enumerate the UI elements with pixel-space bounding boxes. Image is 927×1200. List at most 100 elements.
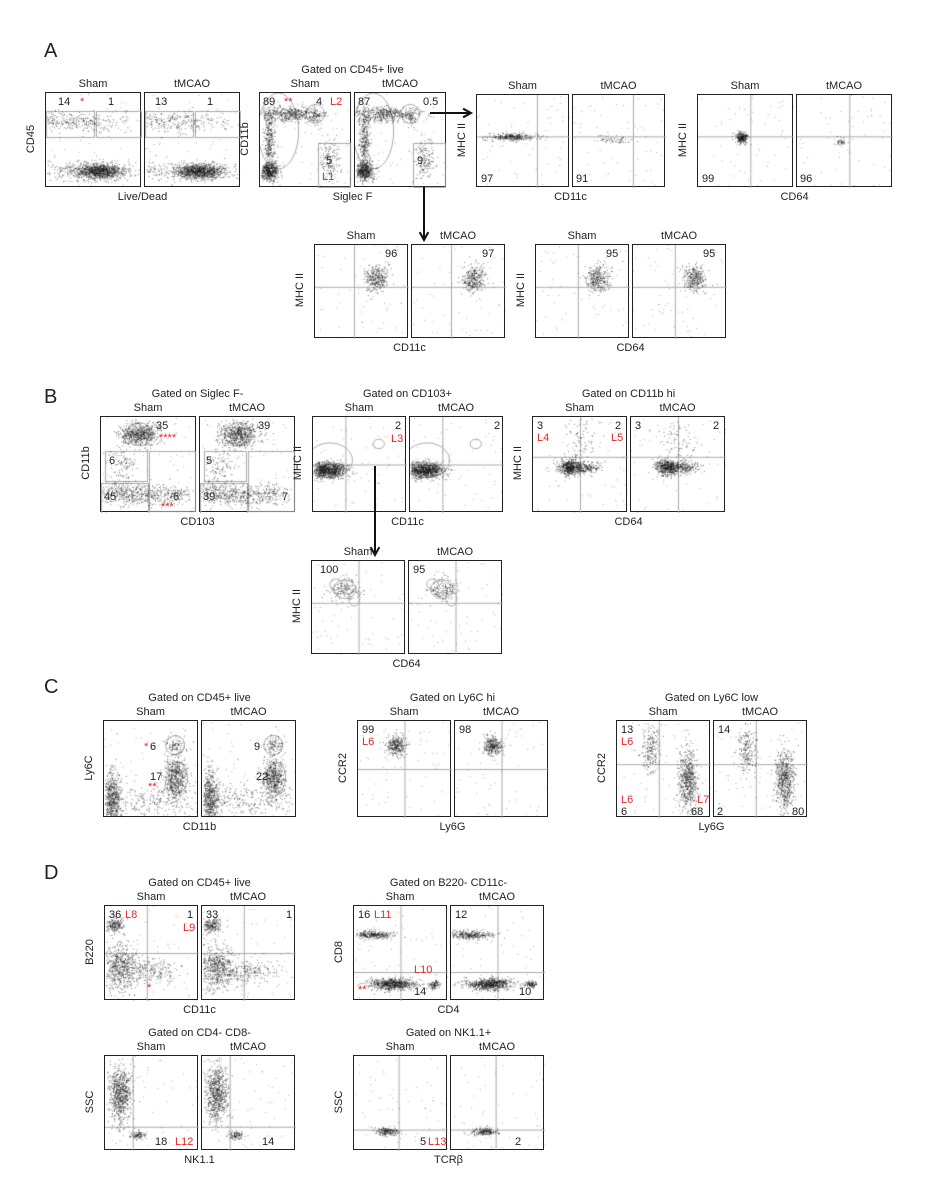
scatter-density: [410, 417, 504, 513]
gate-title: Gated on CD4- CD8-: [148, 1027, 251, 1039]
gate-percentage: 2: [494, 420, 501, 432]
flow-plot-tmcao: 13 1: [144, 92, 241, 188]
gate-percentage: 2: [515, 1136, 522, 1148]
gate-percentage: 18: [155, 1136, 168, 1148]
condition-label: tMCAO: [482, 706, 520, 718]
condition-label: Sham: [78, 78, 108, 90]
gate-percentage: 39: [258, 420, 271, 432]
highlight-annotation: L10: [414, 964, 433, 976]
y-axis-label: SSC: [333, 1090, 345, 1113]
flow-plot-sham: 96: [314, 244, 409, 339]
flow-plot-tmcao: 39 5 39 7: [199, 416, 296, 513]
gate-percentage: 16: [358, 909, 371, 921]
flow-plot-sham: 14 * 1: [45, 92, 142, 188]
gate-percentage: 6: [109, 455, 116, 467]
gate-percentage: 87: [358, 96, 371, 108]
scatter-density: [358, 721, 452, 818]
flow-plot-sham: 16 L11 L10 ** 14: [353, 905, 448, 1001]
y-axis-label: CCR2: [596, 752, 608, 783]
flow-plot-sham: 3 L4 2 L5: [532, 416, 628, 513]
flow-plot-tmcao: 33 1: [201, 905, 296, 1001]
y-axis-label: CD45: [25, 124, 37, 153]
scatter-density: [536, 245, 630, 339]
gate-percentage: 45: [104, 491, 117, 503]
scatter-density: [451, 1056, 545, 1151]
flow-plot-tmcao: 98: [454, 720, 549, 818]
condition-label: tMCAO: [230, 706, 267, 718]
scatter-density: [105, 1056, 199, 1151]
panel-letter: B: [44, 386, 58, 408]
gate-percentage: 98: [459, 724, 472, 736]
x-axis-label: CD4: [437, 1004, 460, 1016]
highlight-annotation: L9: [183, 922, 196, 934]
gate-percentage: 9: [254, 741, 261, 753]
y-axis-label: MHC II: [677, 122, 689, 157]
gate-percentage: 5: [420, 1136, 427, 1148]
flow-plot-sham: 5 L13: [353, 1055, 448, 1151]
condition-label: Sham: [567, 230, 597, 242]
gate-percentage: 1: [187, 909, 194, 921]
flow-plot-sham: 2 L3: [312, 416, 407, 513]
highlight-annotation: *: [147, 982, 152, 994]
y-axis-label: MHC II: [292, 445, 304, 481]
flow-plot-tmcao: 2: [450, 1055, 545, 1151]
flow-plot-tmcao: 97: [411, 244, 506, 339]
gate-percentage: 7: [282, 491, 289, 503]
highlight-annotation: L13: [428, 1136, 447, 1148]
flow-plot-tmcao: 9 22: [201, 720, 297, 818]
x-axis-label: TCRβ: [434, 1154, 463, 1166]
gate-percentage: 35: [156, 420, 169, 432]
y-axis-label: MHC II: [515, 272, 527, 308]
gate-percentage: 3: [635, 420, 642, 432]
flow-plot-tmcao: 95: [632, 244, 727, 339]
condition-label: Sham: [648, 706, 678, 718]
condition-label: Sham: [136, 706, 165, 718]
condition-label: Sham: [133, 402, 163, 414]
gate-percentage: 10: [519, 986, 532, 998]
x-axis-label: CD103: [180, 516, 215, 528]
condition-label: tMCAO: [436, 546, 474, 558]
flow-plot-tmcao: 14 2 80: [713, 720, 808, 818]
highlight-annotation: L8: [125, 909, 138, 921]
highlight-annotation: L6: [621, 794, 634, 806]
scatter-density: [573, 95, 666, 188]
gate-percentage: 68: [691, 806, 704, 818]
highlight-annotation: L4: [537, 432, 550, 444]
gate-percentage: 96: [800, 173, 813, 185]
gate-percentage: 100: [320, 564, 339, 576]
flow-plot-sham: 95: [535, 244, 630, 339]
flow-plot-tmcao: 96: [796, 94, 893, 188]
gate-percentage: 3: [537, 420, 544, 432]
y-axis-label: MHC II: [294, 272, 306, 308]
gate-percentage: 95: [606, 248, 619, 260]
gate-title: Gated on CD11b hi: [581, 388, 676, 400]
highlight-annotation: L1: [322, 171, 335, 183]
highlight-annotation: **: [148, 781, 157, 793]
gate-percentage: 99: [362, 724, 375, 736]
highlight-annotation: L7: [697, 794, 710, 806]
condition-label: tMCAO: [229, 891, 267, 903]
flow-plot-tmcao: 87 0.5 9: [354, 92, 447, 188]
highlight-annotation: ****: [159, 432, 177, 444]
flow-plot-sham: 13 L6 L6 6 L7 68: [616, 720, 711, 818]
y-axis-label: MHC II: [456, 122, 468, 157]
y-axis-label: MHC II: [512, 445, 524, 481]
gate-percentage: 6: [621, 806, 628, 818]
condition-label: Sham: [290, 78, 320, 90]
scatter-density: [104, 721, 199, 818]
x-axis-label: CD64: [614, 516, 643, 528]
flow-plot-tmcao: 12 10: [450, 905, 545, 1001]
panel-letter: A: [44, 40, 58, 62]
scatter-density: [698, 95, 794, 188]
flow-plot-sham: 100: [311, 560, 406, 655]
highlight-annotation: *: [144, 741, 149, 753]
gate-percentage: 0.5: [423, 96, 439, 108]
gate-title: Gated on NK1.1+: [405, 1027, 492, 1039]
condition-label: Sham: [385, 891, 415, 903]
gate-percentage: 5: [206, 455, 213, 467]
highlight-annotation: L3: [391, 433, 404, 445]
condition-label: tMCAO: [741, 706, 779, 718]
highlight-annotation: *: [80, 96, 85, 108]
condition-label: tMCAO: [659, 402, 696, 414]
highlight-annotation: L6: [362, 736, 375, 748]
